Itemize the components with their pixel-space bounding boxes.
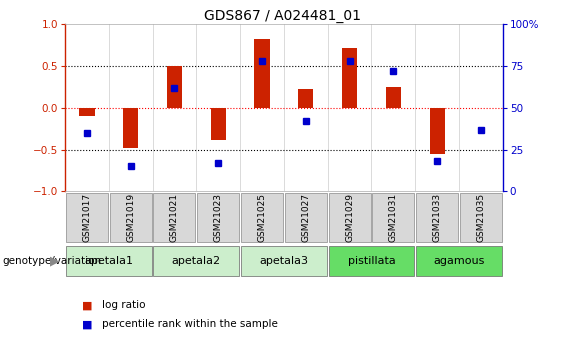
Bar [167,66,182,108]
Text: ■: ■ [82,300,93,310]
Bar [329,193,371,242]
Text: GSM21021: GSM21021 [170,193,179,242]
Bar [241,246,327,276]
Text: apetala1: apetala1 [84,256,133,266]
Text: percentile rank within the sample: percentile rank within the sample [102,319,277,329]
Bar [197,193,239,242]
Text: ■: ■ [82,319,93,329]
Text: GSM21023: GSM21023 [214,193,223,242]
Text: GSM21025: GSM21025 [258,193,267,242]
Bar [416,193,458,242]
Text: genotype/variation: genotype/variation [3,256,102,266]
Bar [329,246,414,276]
Bar [154,193,195,242]
Text: GSM21017: GSM21017 [82,193,92,242]
Bar [372,193,414,242]
Text: GSM21033: GSM21033 [433,193,442,242]
Text: GDS867 / A024481_01: GDS867 / A024481_01 [204,9,361,23]
Bar [342,48,357,108]
Text: apetala3: apetala3 [259,256,308,266]
Bar [123,108,138,148]
Text: GSM21019: GSM21019 [126,193,135,242]
Text: GSM21027: GSM21027 [301,193,310,242]
Text: agamous: agamous [433,256,485,266]
Bar [66,193,108,242]
Bar [110,193,151,242]
Bar [298,89,314,108]
Bar [211,108,226,140]
Text: pistillata: pistillata [347,256,396,266]
Text: apetala2: apetala2 [172,256,221,266]
Bar [154,246,239,276]
Bar [429,108,445,154]
Bar [79,108,94,116]
Text: GSM21031: GSM21031 [389,193,398,242]
Bar [386,87,401,108]
Bar [254,39,270,108]
Text: ▶: ▶ [50,255,59,268]
Bar [66,246,151,276]
Text: GSM21029: GSM21029 [345,193,354,242]
Bar [416,246,502,276]
Text: log ratio: log ratio [102,300,145,310]
Bar [460,193,502,242]
Bar [285,193,327,242]
Bar [241,193,283,242]
Text: GSM21035: GSM21035 [476,193,485,242]
